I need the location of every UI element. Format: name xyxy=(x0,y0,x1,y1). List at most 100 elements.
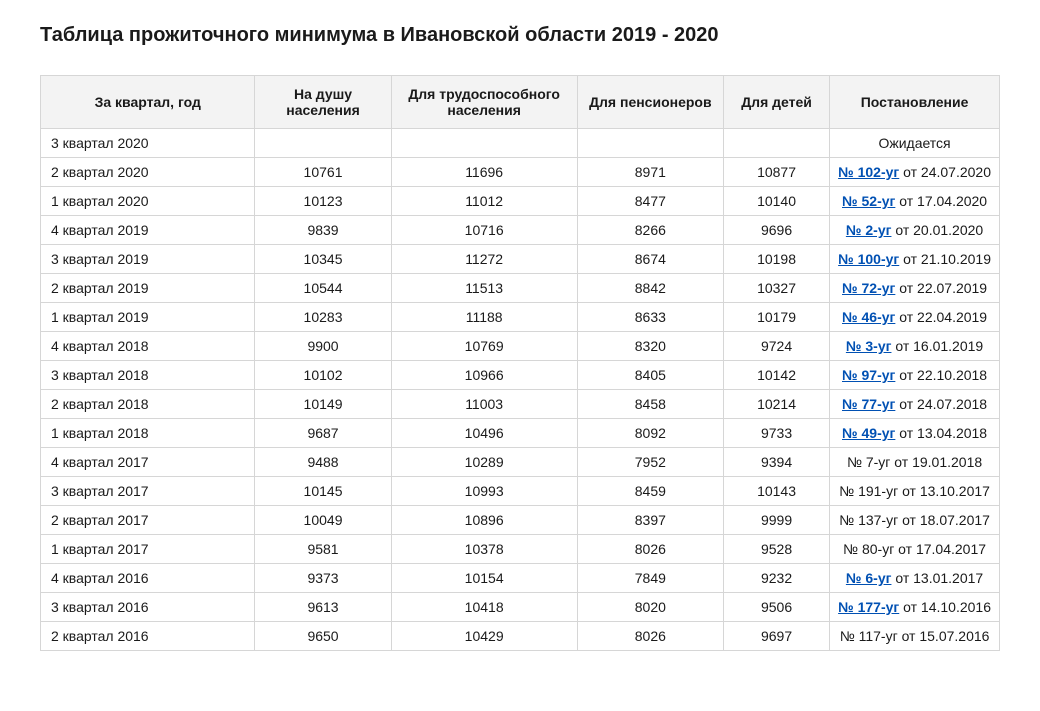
decree-date: от 20.01.2020 xyxy=(891,222,983,238)
decree-link[interactable]: № 49-уг xyxy=(842,425,895,441)
table-header-cell: Для трудоспособного населения xyxy=(391,76,577,129)
cell-decree: № 72-уг от 22.07.2019 xyxy=(830,274,1000,303)
cell-per_capita: 10102 xyxy=(255,361,391,390)
decree-date: от 22.04.2019 xyxy=(895,309,987,325)
cell-children: 10142 xyxy=(723,361,829,390)
cell-period: 1 квартал 2020 xyxy=(41,187,255,216)
cell-pensioners: 8266 xyxy=(577,216,723,245)
cell-children: 9528 xyxy=(723,535,829,564)
cell-pensioners: 8020 xyxy=(577,593,723,622)
cell-children: 9999 xyxy=(723,506,829,535)
page-title: Таблица прожиточного минимума в Ивановск… xyxy=(40,24,1000,47)
cell-decree: № 97-уг от 22.10.2018 xyxy=(830,361,1000,390)
table-row: 2 квартал 20191054411513884210327№ 72-уг… xyxy=(41,274,1000,303)
decree-link[interactable]: № 102-уг xyxy=(838,164,899,180)
cell-period: 2 квартал 2018 xyxy=(41,390,255,419)
table-row: 3 квартал 201696131041880209506№ 177-уг … xyxy=(41,593,1000,622)
decree-date: от 22.10.2018 xyxy=(895,367,987,383)
cell-pensioners: 8674 xyxy=(577,245,723,274)
cell-pensioners: 7952 xyxy=(577,448,723,477)
cell-pensioners: 8026 xyxy=(577,622,723,651)
cell-pensioners: 8320 xyxy=(577,332,723,361)
cell-pensioners: 7849 xyxy=(577,564,723,593)
cell-children: 10140 xyxy=(723,187,829,216)
table-row: 3 квартал 20191034511272867410198№ 100-у… xyxy=(41,245,1000,274)
cell-children: 9506 xyxy=(723,593,829,622)
cell-per_capita: 10049 xyxy=(255,506,391,535)
cell-workers: 10154 xyxy=(391,564,577,593)
table-row: 4 квартал 201693731015478499232№ 6-уг от… xyxy=(41,564,1000,593)
decree-date: от 13.04.2018 xyxy=(895,425,987,441)
cell-decree: № 137-уг от 18.07.2017 xyxy=(830,506,1000,535)
cell-children: 9696 xyxy=(723,216,829,245)
cell-per_capita: 10345 xyxy=(255,245,391,274)
decree-link[interactable]: № 177-уг xyxy=(838,599,899,615)
cell-workers: 10716 xyxy=(391,216,577,245)
cell-workers: 11012 xyxy=(391,187,577,216)
cell-decree: № 49-уг от 13.04.2018 xyxy=(830,419,1000,448)
table-row: 2 квартал 2017100491089683979999№ 137-уг… xyxy=(41,506,1000,535)
decree-link[interactable]: № 2-уг xyxy=(846,222,892,238)
cell-decree: № 102-уг от 24.07.2020 xyxy=(830,158,1000,187)
table-header-cell: Для пенсионеров xyxy=(577,76,723,129)
cell-children: 9697 xyxy=(723,622,829,651)
cell-workers: 10896 xyxy=(391,506,577,535)
cell-pensioners: 8405 xyxy=(577,361,723,390)
cell-workers: 10429 xyxy=(391,622,577,651)
cell-decree: Ожидается xyxy=(830,129,1000,158)
cell-per_capita: 10544 xyxy=(255,274,391,303)
decree-date: от 24.07.2020 xyxy=(899,164,991,180)
cell-pensioners: 8092 xyxy=(577,419,723,448)
decree-date: от 16.01.2019 xyxy=(891,338,983,354)
cell-period: 2 квартал 2019 xyxy=(41,274,255,303)
cell-per_capita: 9581 xyxy=(255,535,391,564)
decree-link[interactable]: № 97-уг xyxy=(842,367,895,383)
decree-link[interactable]: № 77-уг xyxy=(842,396,895,412)
decree-date: от 21.10.2019 xyxy=(899,251,991,267)
cell-decree: № 2-уг от 20.01.2020 xyxy=(830,216,1000,245)
table-row: 4 квартал 201794881028979529394№ 7-уг от… xyxy=(41,448,1000,477)
cell-workers xyxy=(391,129,577,158)
cell-pensioners: 8633 xyxy=(577,303,723,332)
cell-per_capita: 9687 xyxy=(255,419,391,448)
table-row: 1 квартал 201896871049680929733№ 49-уг о… xyxy=(41,419,1000,448)
cell-workers: 10289 xyxy=(391,448,577,477)
cell-per_capita: 10283 xyxy=(255,303,391,332)
decree-date: от 13.01.2017 xyxy=(891,570,983,586)
cell-period: 3 квартал 2019 xyxy=(41,245,255,274)
decree-link[interactable]: № 52-уг xyxy=(842,193,895,209)
cell-children: 9724 xyxy=(723,332,829,361)
cell-children: 10214 xyxy=(723,390,829,419)
cell-children: 10327 xyxy=(723,274,829,303)
decree-link[interactable]: № 6-уг xyxy=(846,570,892,586)
decree-link[interactable]: № 46-уг xyxy=(842,309,895,325)
cell-per_capita: 10149 xyxy=(255,390,391,419)
cell-decree: № 7-уг от 19.01.2018 xyxy=(830,448,1000,477)
table-header-cell: Постановление xyxy=(830,76,1000,129)
cell-period: 3 квартал 2018 xyxy=(41,361,255,390)
table-row: 3 квартал 20171014510993845910143№ 191-у… xyxy=(41,477,1000,506)
cell-period: 3 квартал 2017 xyxy=(41,477,255,506)
table-row: 1 квартал 20191028311188863310179№ 46-уг… xyxy=(41,303,1000,332)
decree-link[interactable]: № 72-уг xyxy=(842,280,895,296)
cell-workers: 11188 xyxy=(391,303,577,332)
cell-pensioners: 8459 xyxy=(577,477,723,506)
decree-date: от 24.07.2018 xyxy=(895,396,987,412)
cell-per_capita: 10145 xyxy=(255,477,391,506)
decree-date: от 17.04.2020 xyxy=(895,193,987,209)
table-header-cell: За квартал, год xyxy=(41,76,255,129)
cell-period: 2 квартал 2017 xyxy=(41,506,255,535)
table-row: 2 квартал 20181014911003845810214№ 77-уг… xyxy=(41,390,1000,419)
cell-pensioners xyxy=(577,129,723,158)
cell-per_capita xyxy=(255,129,391,158)
decree-link[interactable]: № 100-уг xyxy=(838,251,899,267)
minimum-table: За квартал, годНа душу населенияДля труд… xyxy=(40,75,1000,651)
cell-workers: 11696 xyxy=(391,158,577,187)
cell-period: 1 квартал 2018 xyxy=(41,419,255,448)
table-row: 2 квартал 201696501042980269697№ 117-уг … xyxy=(41,622,1000,651)
cell-workers: 10769 xyxy=(391,332,577,361)
cell-pensioners: 8458 xyxy=(577,390,723,419)
decree-link[interactable]: № 3-уг xyxy=(846,338,892,354)
cell-per_capita: 9613 xyxy=(255,593,391,622)
table-row: 4 квартал 201899001076983209724№ 3-уг от… xyxy=(41,332,1000,361)
